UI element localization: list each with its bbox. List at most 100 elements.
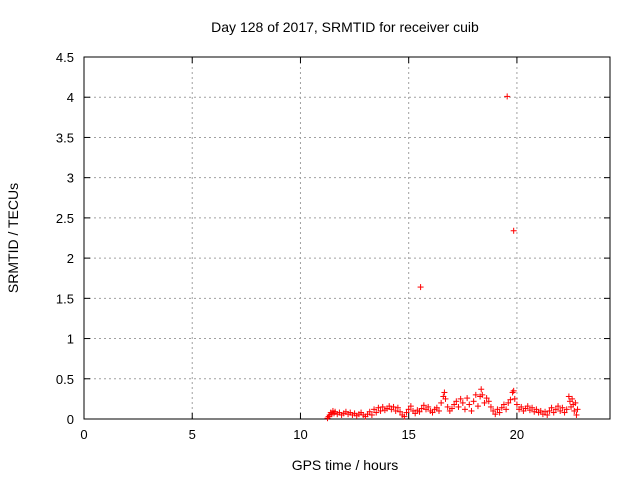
data-point [505, 399, 512, 406]
y-tick-label: 2 [67, 251, 74, 266]
data-point [546, 407, 553, 414]
data-point [464, 395, 471, 402]
gridlines [84, 57, 610, 419]
data-point [401, 413, 408, 420]
data-point [429, 409, 436, 416]
data-point [555, 403, 562, 410]
data-point [483, 395, 490, 402]
data-point [412, 410, 419, 417]
data-points [324, 93, 581, 422]
y-tick-label: 4.5 [56, 50, 74, 65]
data-point [457, 395, 464, 402]
data-point [510, 387, 517, 394]
y-tick-label: 0.5 [56, 372, 74, 387]
data-point [513, 401, 520, 408]
data-point [379, 403, 386, 410]
chart-title: Day 128 of 2017, SRMTID for receiver cui… [211, 19, 479, 35]
data-point [392, 407, 399, 414]
data-point [375, 404, 382, 411]
data-point [572, 399, 579, 406]
data-point [548, 404, 555, 411]
data-point [565, 393, 572, 400]
x-axis-label: GPS time / hours [292, 457, 399, 473]
x-tick-label: 10 [293, 427, 307, 442]
y-tick-label: 1.5 [56, 291, 74, 306]
data-point [397, 408, 404, 415]
data-point [481, 399, 488, 406]
data-point [507, 396, 514, 403]
data-point [371, 406, 378, 413]
data-point [373, 409, 380, 416]
data-point [403, 409, 410, 416]
data-point [468, 407, 475, 414]
data-point [416, 408, 423, 415]
x-tick-labels: 0 5 10 15 20 [80, 427, 524, 442]
data-point [492, 411, 499, 418]
data-point [366, 408, 373, 415]
data-point [455, 403, 462, 410]
data-point [459, 399, 466, 406]
data-point [518, 403, 525, 410]
data-point [498, 404, 505, 411]
data-point [529, 404, 536, 411]
data-point [542, 408, 549, 415]
y-tick-label: 3 [67, 171, 74, 186]
data-point [472, 391, 479, 398]
data-point [407, 403, 414, 410]
data-point [487, 403, 494, 410]
data-point [386, 403, 393, 410]
data-point [417, 284, 424, 291]
data-point [441, 389, 448, 396]
data-point [561, 409, 568, 416]
data-point [574, 406, 581, 413]
data-point [544, 411, 551, 418]
data-point [494, 406, 501, 413]
data-point [433, 404, 440, 411]
data-point [533, 406, 540, 413]
y-axis-label: SRMTID / TECUs [5, 183, 21, 293]
data-point [496, 409, 503, 416]
data-point [569, 395, 576, 402]
data-point [466, 401, 473, 408]
data-point [550, 409, 557, 416]
data-point [405, 406, 412, 413]
data-point [490, 407, 497, 414]
data-point [438, 399, 445, 406]
x-tick-label: 0 [80, 427, 87, 442]
data-point [448, 405, 455, 412]
data-point [552, 406, 559, 413]
data-point [368, 411, 375, 418]
data-point [470, 398, 477, 405]
x-tick-label: 20 [510, 427, 524, 442]
data-point [537, 407, 544, 414]
data-point [503, 406, 510, 413]
data-point [377, 407, 384, 414]
data-point [453, 398, 460, 405]
data-point [394, 404, 401, 411]
data-point [442, 395, 449, 402]
data-point [425, 403, 432, 410]
x-tick-label: 5 [189, 427, 196, 442]
y-tick-label: 3.5 [56, 130, 74, 145]
data-point [485, 398, 492, 405]
data-point [461, 406, 468, 413]
data-point [444, 403, 451, 410]
data-point [571, 407, 578, 414]
data-point [500, 401, 507, 408]
data-point [573, 411, 580, 418]
data-point [511, 395, 518, 402]
data-point [418, 405, 425, 412]
plot-area-frame [83, 56, 611, 420]
data-point [510, 227, 517, 234]
data-point [524, 403, 531, 410]
data-point [559, 404, 566, 411]
data-point [557, 407, 564, 414]
y-tick-label: 4 [67, 90, 74, 105]
y-tick-label: 2.5 [56, 211, 74, 226]
x-tick-label: 15 [401, 427, 415, 442]
data-point [478, 386, 485, 393]
data-point [451, 401, 458, 408]
axis-ticks [83, 56, 610, 420]
data-point [420, 402, 427, 409]
